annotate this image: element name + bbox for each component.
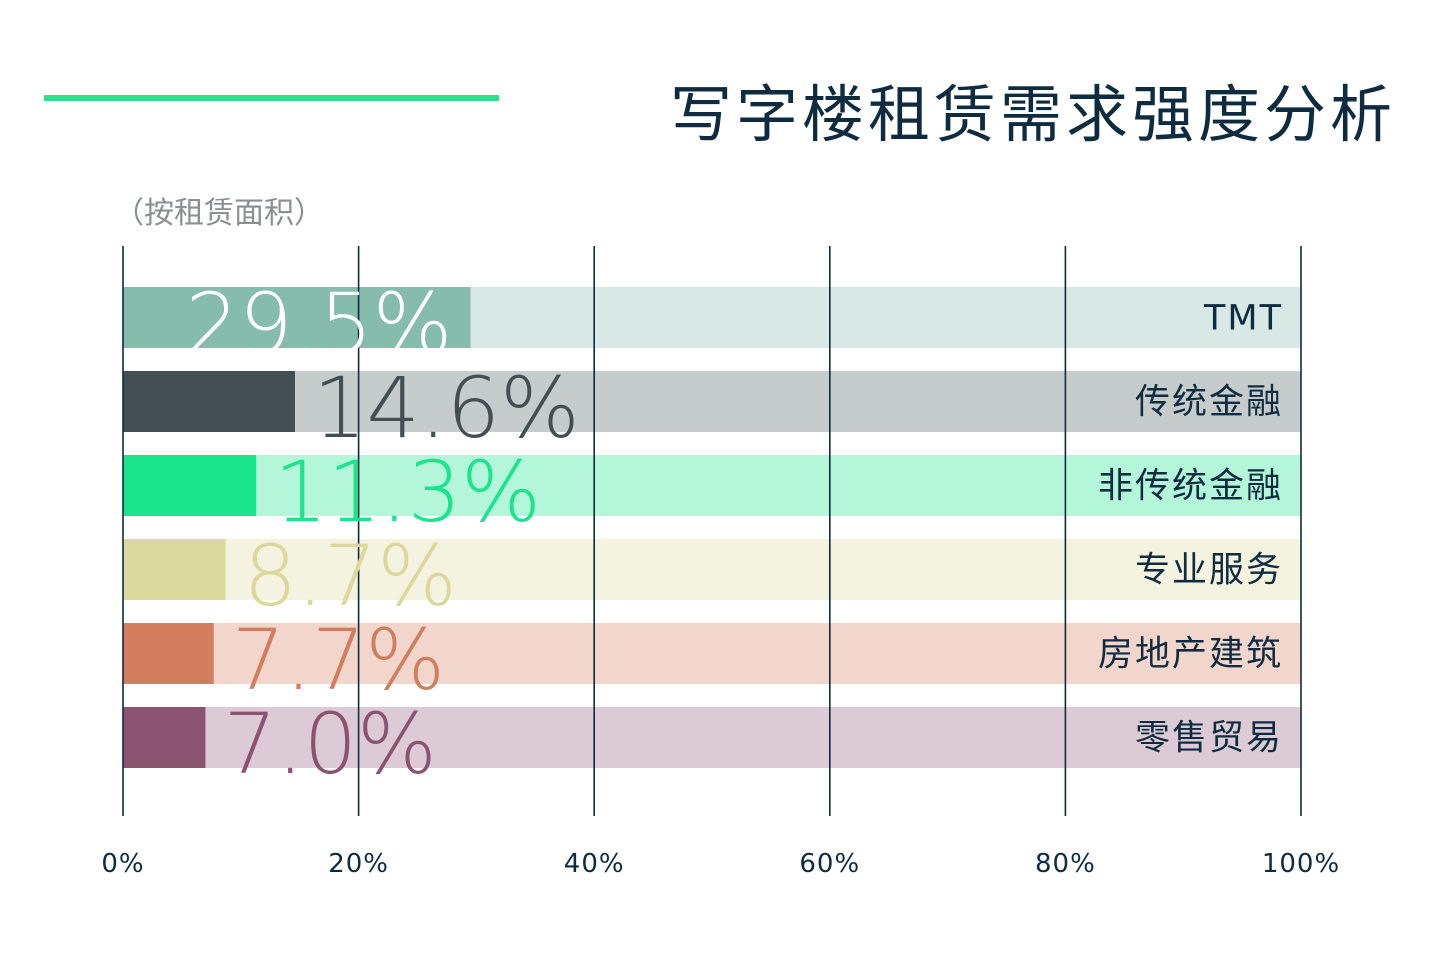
bar (123, 707, 206, 768)
value-label: 7.7% (232, 611, 445, 709)
x-tick-label: 80% (1035, 849, 1096, 879)
category-label: 专业服务 (1135, 551, 1283, 591)
x-tick-label: 60% (799, 849, 860, 879)
bar (123, 623, 214, 684)
bar (123, 287, 471, 348)
bar-track (123, 707, 1301, 768)
value-label: 11.3% (274, 443, 541, 541)
category-label: TMT (1203, 299, 1283, 339)
x-tick-label: 40% (564, 849, 625, 879)
bar-track (123, 539, 1301, 600)
x-tick-label: 20% (328, 849, 389, 879)
x-tick-label: 0% (101, 849, 144, 879)
chart-title: 写字楼租赁需求强度分析 (669, 78, 1396, 151)
chart-subtitle: （按租赁面积） (114, 196, 324, 231)
category-label: 非传统金融 (1098, 467, 1283, 507)
bar-track (123, 623, 1301, 684)
value-label: 7.0% (223, 695, 436, 793)
bar-track (123, 455, 1301, 516)
category-label: 房地产建筑 (1098, 635, 1283, 675)
category-label: 传统金融 (1135, 383, 1283, 423)
x-tick-label: 100% (1262, 849, 1340, 879)
value-label: 29.5% (186, 275, 453, 373)
bar (123, 371, 295, 432)
title-accent-line (44, 95, 499, 101)
category-label: 零售贸易 (1135, 719, 1283, 759)
value-label: 14.6% (313, 359, 580, 457)
bar (123, 539, 226, 600)
bar-track (123, 371, 1301, 432)
value-label: 8.7% (243, 527, 456, 625)
bar (123, 455, 257, 516)
